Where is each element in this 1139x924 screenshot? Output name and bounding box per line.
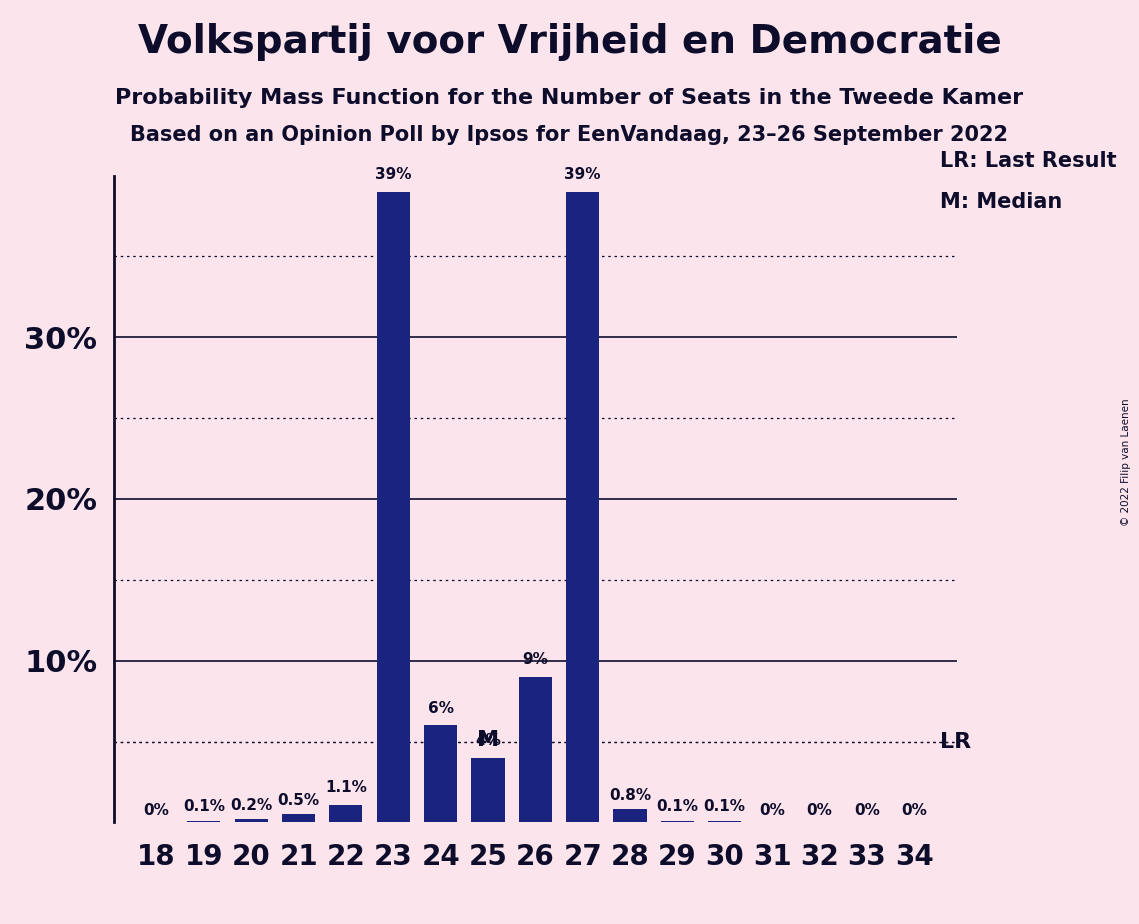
Bar (282, 814, 316, 822)
Text: Probability Mass Function for the Number of Seats in the Tweede Kamer: Probability Mass Function for the Number… (115, 88, 1024, 108)
Bar (518, 676, 552, 822)
Bar (566, 192, 599, 822)
Text: 0.2%: 0.2% (230, 797, 272, 813)
Bar (187, 821, 221, 822)
Text: Volkspartij voor Vrijheid en Democratie: Volkspartij voor Vrijheid en Democratie (138, 23, 1001, 61)
Bar (614, 809, 647, 822)
Text: 1.1%: 1.1% (325, 780, 367, 795)
Text: 0%: 0% (760, 803, 785, 818)
Text: 4%: 4% (475, 733, 501, 748)
Text: M: M (477, 730, 499, 749)
Bar (424, 725, 457, 822)
Text: 39%: 39% (375, 167, 411, 182)
Text: M: Median: M: Median (940, 192, 1063, 212)
Text: LR: LR (940, 732, 972, 751)
Text: 6%: 6% (427, 700, 453, 716)
Bar (377, 192, 410, 822)
Text: 39%: 39% (565, 167, 601, 182)
Text: 0%: 0% (144, 803, 170, 818)
Bar (329, 805, 362, 822)
Text: Based on an Opinion Poll by Ipsos for EenVandaag, 23–26 September 2022: Based on an Opinion Poll by Ipsos for Ee… (131, 125, 1008, 145)
Bar (472, 758, 505, 822)
Text: 0.1%: 0.1% (656, 799, 698, 814)
Text: LR: Last Result: LR: Last Result (940, 152, 1117, 171)
Text: 0%: 0% (854, 803, 879, 818)
Bar (661, 821, 694, 822)
Text: 0.8%: 0.8% (609, 788, 652, 803)
Bar (708, 821, 741, 822)
Text: 0.1%: 0.1% (183, 799, 224, 814)
Text: 9%: 9% (523, 652, 548, 667)
Text: 0.5%: 0.5% (278, 793, 320, 808)
Bar (235, 820, 268, 822)
Text: 0.1%: 0.1% (704, 799, 746, 814)
Text: 0%: 0% (901, 803, 927, 818)
Text: © 2022 Filip van Laenen: © 2022 Filip van Laenen (1121, 398, 1131, 526)
Text: 0%: 0% (806, 803, 833, 818)
